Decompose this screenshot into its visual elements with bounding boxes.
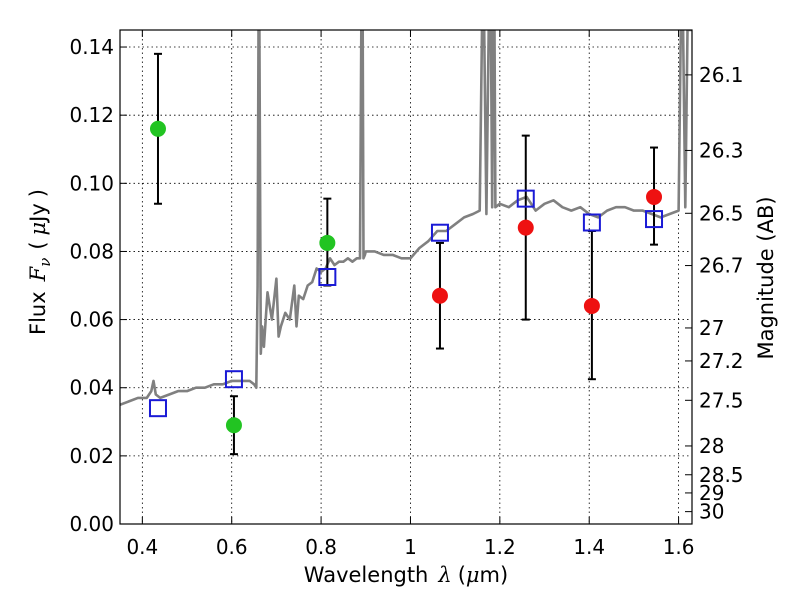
plot-frame <box>119 29 693 525</box>
y2-tick-label: 26.7 <box>699 254 744 278</box>
x-tick-label: 0.8 <box>305 535 337 559</box>
x-tick-label: 1.4 <box>573 535 605 559</box>
data-point <box>149 120 166 137</box>
y2-tick-label: 28.5 <box>699 463 744 487</box>
y2-tick-label: 27.2 <box>699 349 744 373</box>
model-square <box>645 210 664 229</box>
model-square <box>516 189 535 208</box>
y2-tick-label: 27.5 <box>699 388 744 412</box>
y-tick-label: 0.12 <box>69 103 114 127</box>
y-tick-label: 0.10 <box>69 171 114 195</box>
data-point <box>319 234 336 251</box>
y2-tick-label: 30 <box>699 500 724 524</box>
x-tick-label: 0.4 <box>126 535 158 559</box>
model-square <box>582 213 601 232</box>
model-square <box>148 399 167 418</box>
spectrum-line <box>120 30 692 407</box>
data-point <box>225 417 242 434</box>
model-square <box>430 223 449 242</box>
y-tick-label: 0.04 <box>69 376 114 400</box>
y2-tick-label: 26.1 <box>699 63 744 87</box>
x-tick-label: 1 <box>404 535 417 559</box>
y-tick-label: 0.14 <box>69 35 114 59</box>
model-square <box>224 370 243 389</box>
ticks <box>120 30 692 525</box>
y2-tick-label: 28 <box>699 434 724 458</box>
y-tick-label: 0.08 <box>69 239 114 263</box>
y-tick-label: 0.00 <box>69 512 114 536</box>
x-tick-label: 1.2 <box>484 535 516 559</box>
x-axis-label: Wavelength λ (μm) <box>304 563 508 587</box>
y-tick-label: 0.02 <box>69 444 114 468</box>
spectrum-series <box>120 30 692 407</box>
data-point <box>646 188 663 205</box>
data-point <box>431 287 448 304</box>
y2-tick-label: 26.5 <box>699 201 744 225</box>
data-point <box>517 219 534 236</box>
x-tick-label: 1.6 <box>663 535 695 559</box>
y2-axis-label: Magnitude (AB) <box>754 196 778 359</box>
y-tick-label: 0.06 <box>69 308 114 332</box>
y-axis-label: FluxFν(μJy) <box>26 189 54 335</box>
tick-labels: 0.4 0.6 0.8 1 1.2 1.4 1.6 0.00 0.02 0.04 0.06 0.08 0… <box>69 35 743 559</box>
y2-tick-label: 27 <box>699 316 724 340</box>
markers <box>148 120 664 434</box>
y2-tick-label: 26.3 <box>699 138 744 162</box>
x-tick-label: 0.6 <box>216 535 248 559</box>
y2-tick-label: 29 <box>699 481 724 505</box>
model-square <box>318 268 337 286</box>
data-point <box>583 297 600 314</box>
